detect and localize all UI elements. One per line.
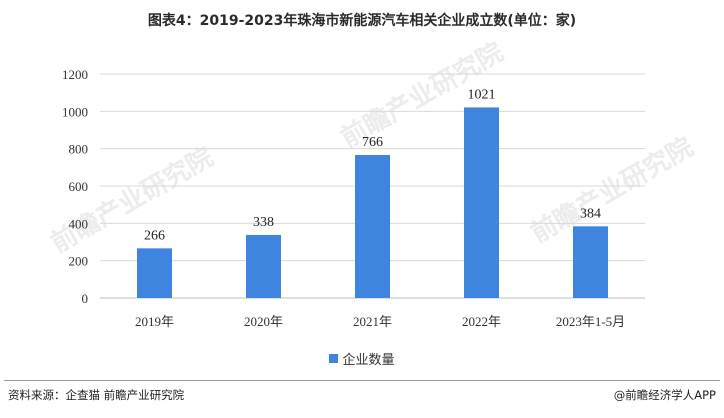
x-tick-label: 2021年	[353, 314, 392, 329]
legend-label: 企业数量	[342, 353, 395, 368]
footer: 资料来源：企查猫 前瞻产业研究院 @前瞻经济学人APP	[8, 387, 716, 407]
bar	[573, 226, 608, 298]
data-label: 338	[253, 215, 274, 230]
legend-swatch	[329, 354, 339, 363]
data-label: 384	[580, 206, 601, 221]
footer-divider	[4, 380, 720, 381]
chart-title: 图表4：2019-2023年珠海市新能源汽车相关企业成立数(单位：家)	[147, 13, 577, 29]
data-label: 1021	[468, 87, 496, 102]
y-tick-label: 200	[69, 254, 89, 269]
y-tick-label: 1200	[62, 67, 88, 82]
x-tick-label: 2022年	[462, 314, 501, 329]
x-tick-label: 2020年	[244, 314, 283, 329]
y-tick-label: 1000	[62, 104, 88, 119]
y-tick-label: 800	[69, 142, 89, 157]
bar	[355, 155, 390, 298]
bar	[137, 248, 172, 298]
x-tick-label: 2019年	[135, 314, 174, 329]
y-tick-label: 0	[82, 291, 89, 306]
legend: 企业数量	[0, 349, 724, 368]
data-label: 266	[144, 228, 165, 243]
bar	[246, 234, 281, 298]
bar-chart: 0 200 400 600 800 1000 1200 266 2019年 338 2020年 766…	[62, 67, 645, 329]
bar	[464, 107, 499, 298]
y-tick-label: 600	[69, 179, 89, 194]
source-note: 资料来源：企查猫 前瞻产业研究院	[8, 388, 185, 402]
y-tick-label: 400	[69, 216, 89, 231]
brand-note: @前瞻经济学人APP	[613, 388, 716, 402]
x-tick-label: 2023年1-5月	[556, 314, 625, 329]
data-label: 766	[362, 135, 383, 150]
